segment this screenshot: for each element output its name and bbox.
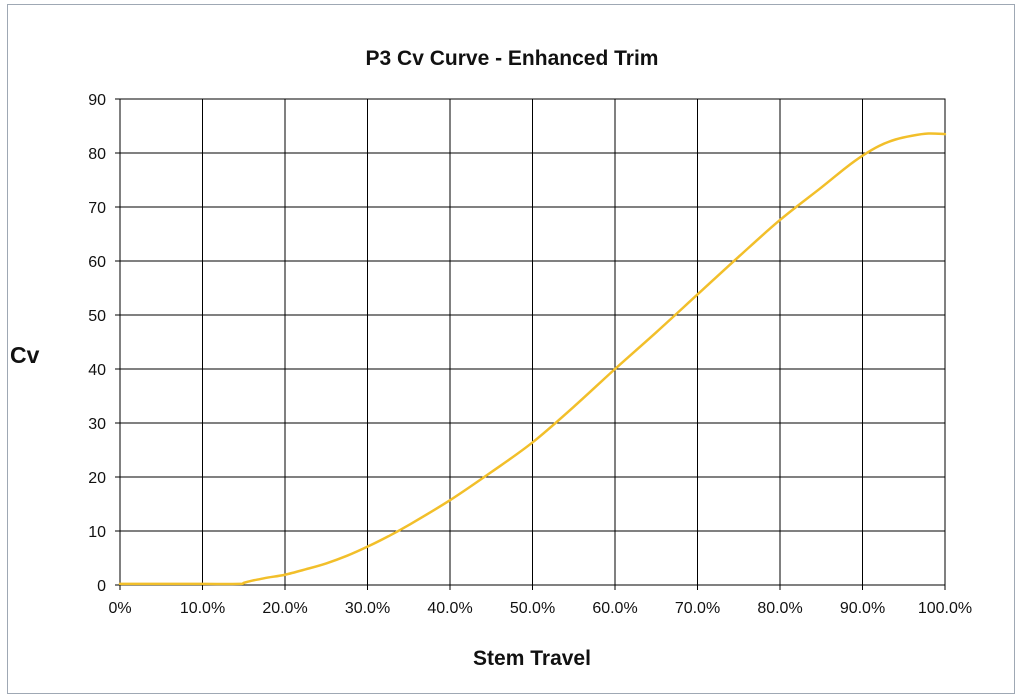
y-axis-label: Cv [10,342,40,368]
x-tick-label: 100.0% [918,600,972,617]
y-tick-label: 40 [88,362,106,379]
y-tick-label: 70 [88,200,106,217]
x-tick-label: 0% [108,600,131,617]
y-tick-label: 60 [88,254,106,271]
x-tick-label: 90.0% [840,600,885,617]
y-tick-label: 90 [88,92,106,109]
x-tick-label: 30.0% [345,600,390,617]
x-tick-label: 10.0% [180,600,225,617]
y-tick-label: 20 [88,470,106,487]
x-tick-label: 60.0% [592,600,637,617]
chart-title: P3 Cv Curve - Enhanced Trim [365,47,659,70]
x-tick-label: 70.0% [675,600,720,617]
y-tick-label: 0 [97,578,106,595]
x-tick-label: 80.0% [757,600,802,617]
cv-curve-line [118,132,947,586]
x-axis-label: Stem Travel [473,647,591,670]
x-tick-label: 40.0% [427,600,472,617]
y-tick-label: 50 [88,308,106,325]
y-tick-label: 80 [88,146,106,163]
y-tick-label: 30 [88,416,106,433]
y-tick-label: 10 [88,524,106,541]
x-tick-label: 50.0% [510,600,555,617]
x-tick-label: 20.0% [262,600,307,617]
